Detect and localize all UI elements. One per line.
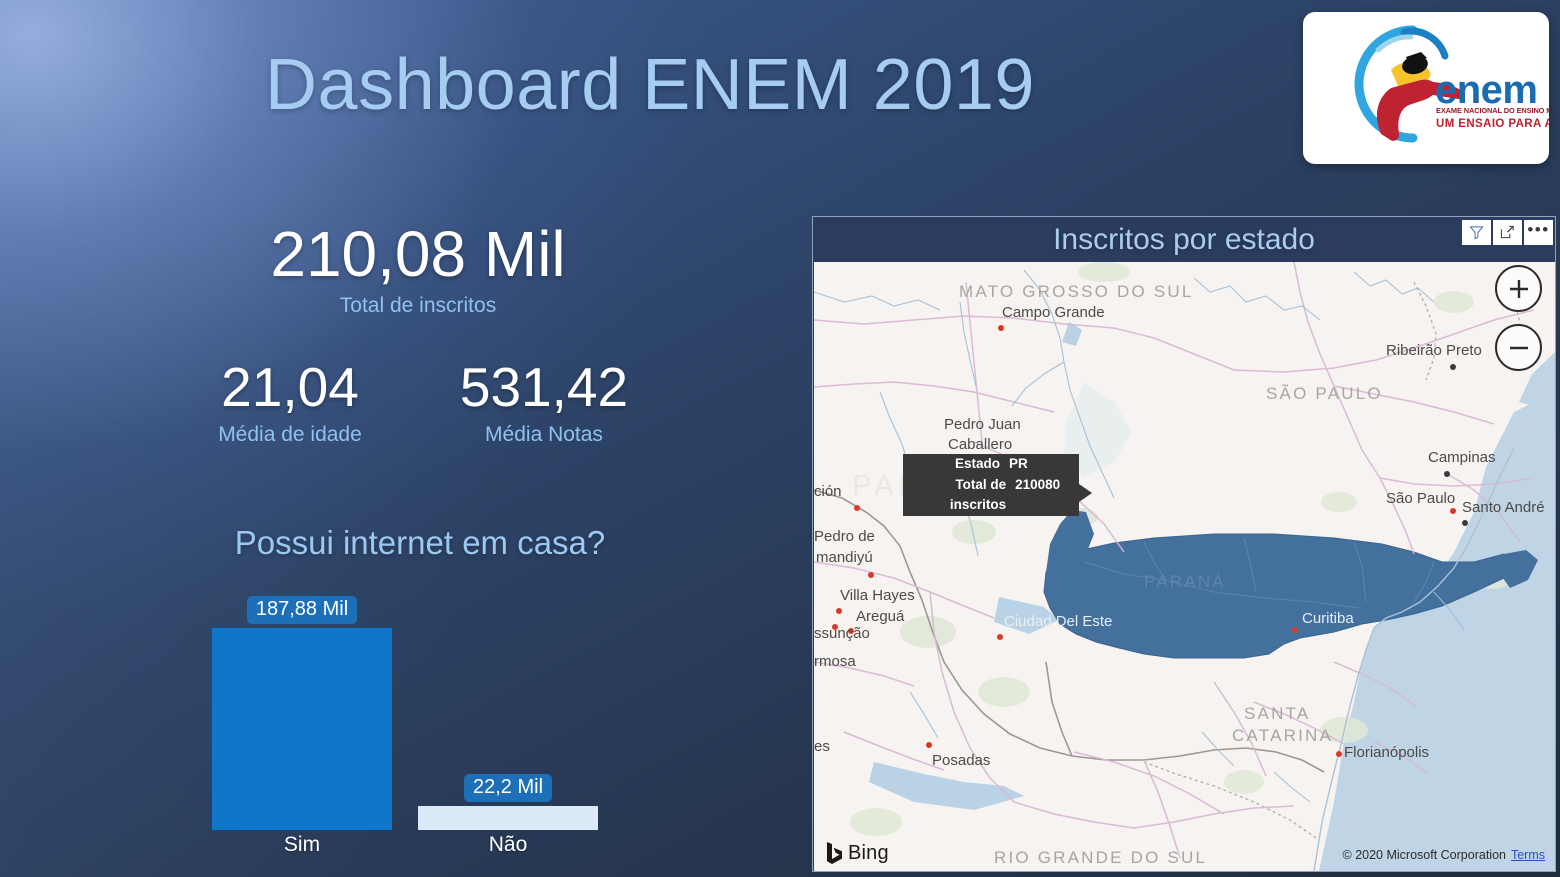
map-tooltip: Estado PR Total de inscritos 210080: [903, 454, 1092, 517]
svg-text:enem: enem: [1435, 68, 1538, 112]
tooltip-key-total: Total de inscritos: [949, 476, 1007, 513]
more-options-icon[interactable]: •••: [1524, 220, 1553, 245]
city-marker-ribeirao-preto: [1450, 364, 1456, 370]
map-title: Inscritos por estado: [1053, 223, 1315, 256]
zoom-in-button[interactable]: [1495, 265, 1542, 312]
map-copyright: © 2020 Microsoft Corporation Terms: [1343, 848, 1545, 862]
kpi-media-notas: 531,42 Média Notas: [420, 356, 668, 446]
city-marker-florianopolis: [1336, 751, 1342, 757]
kpi-media-notas-value: 531,42: [459, 356, 629, 418]
map-header: Inscritos por estado •••: [813, 217, 1555, 262]
more-options-glyph: •••: [1527, 219, 1550, 239]
map-canvas[interactable]: PARAGUAI MATO GROSSO DO SUL SÃO PAULO SA…: [814, 262, 1555, 871]
tooltip-value-estado: PR: [1009, 455, 1028, 471]
terms-link[interactable]: Terms: [1510, 848, 1545, 862]
axis-label-sim: Sim: [283, 833, 321, 856]
city-marker-villa-hayes: [836, 608, 842, 614]
tooltip-row-total: Total de inscritos 210080: [907, 475, 1067, 517]
tooltip-value-total: 210080: [1015, 476, 1061, 492]
axis-label-nao: Não: [488, 833, 528, 856]
city-marker-curitiba: [1292, 627, 1298, 633]
bar-value-label-sim: 187,88 Mil: [246, 596, 358, 624]
city-marker-sao-paulo: [1450, 508, 1456, 514]
kpi-media-idade-label: Média de idade: [218, 423, 362, 446]
internet-bar-chart: Possui internet em casa? 187,88 Mil 22,2…: [170, 520, 670, 872]
chart-title: Possui internet em casa?: [234, 524, 606, 561]
bar-value-label-nao: 22,2 Mil: [463, 774, 553, 802]
tooltip-key-estado: Estado: [954, 455, 1000, 471]
minus-icon: [1509, 346, 1528, 349]
enem-logo-graphic: enem EXAME NACIONAL DO ENSINO MÉDIO UM E…: [1354, 25, 1549, 143]
city-marker-concepcion: [854, 505, 860, 511]
city-marker-aregua: [848, 628, 854, 634]
city-marker-campinas: [1444, 471, 1450, 477]
enem-logo: enem EXAME NACIONAL DO ENSINO MÉDIO UM E…: [1303, 12, 1549, 164]
tooltip-row-estado: Estado PR: [907, 454, 1067, 475]
kpi-media-idade: 21,04 Média de idade: [168, 356, 412, 446]
kpi-total-inscritos-label: Total de inscritos: [339, 294, 497, 317]
chart-plot-area: 187,88 Mil 22,2 Mil: [170, 588, 670, 830]
bar-sim[interactable]: [212, 628, 392, 830]
bing-logo-icon: [827, 842, 842, 864]
filter-icon[interactable]: [1462, 220, 1491, 245]
city-marker-posadas: [926, 742, 932, 748]
bing-label: Bing: [848, 841, 889, 864]
focus-mode-icon[interactable]: [1493, 220, 1522, 245]
city-marker-campo-grande: [998, 325, 1004, 331]
city-marker-asuncion: [832, 624, 838, 630]
bar-column-sim[interactable]: 187,88 Mil: [212, 588, 392, 830]
city-marker-mandiyu: [868, 572, 874, 578]
kpi-media-notas-label: Média Notas: [485, 423, 603, 446]
svg-text:UM ENSAIO PARA A VIDA: UM ENSAIO PARA A VIDA: [1436, 118, 1549, 130]
bar-nao[interactable]: [418, 806, 598, 830]
copyright-text: © 2020 Microsoft Corporation: [1342, 848, 1506, 862]
city-marker-santo-andre: [1462, 520, 1468, 526]
bing-attribution[interactable]: Bing: [826, 841, 889, 865]
zoom-out-button[interactable]: [1495, 324, 1542, 371]
map-visual-inscritos-por-estado[interactable]: Inscritos por estado •••: [812, 216, 1556, 872]
map-zoom-controls: [1495, 265, 1542, 383]
svg-text:EXAME NACIONAL DO ENSINO MÉDIO: EXAME NACIONAL DO ENSINO MÉDIO: [1436, 106, 1549, 115]
kpi-total-inscritos-value: 210,08 Mil: [270, 218, 566, 290]
page-title: Dashboard ENEM 2019: [265, 45, 1035, 125]
map-geometry: [814, 262, 1555, 871]
kpi-media-idade-value: 21,04: [221, 356, 359, 418]
kpi-total-inscritos: 210,08 Mil Total de inscritos: [168, 222, 668, 316]
plus-icon: [1509, 279, 1528, 298]
city-marker-ciudad-del-este: [997, 634, 1003, 640]
bar-column-nao[interactable]: 22,2 Mil: [418, 588, 598, 830]
map-header-icons: •••: [1462, 220, 1553, 245]
